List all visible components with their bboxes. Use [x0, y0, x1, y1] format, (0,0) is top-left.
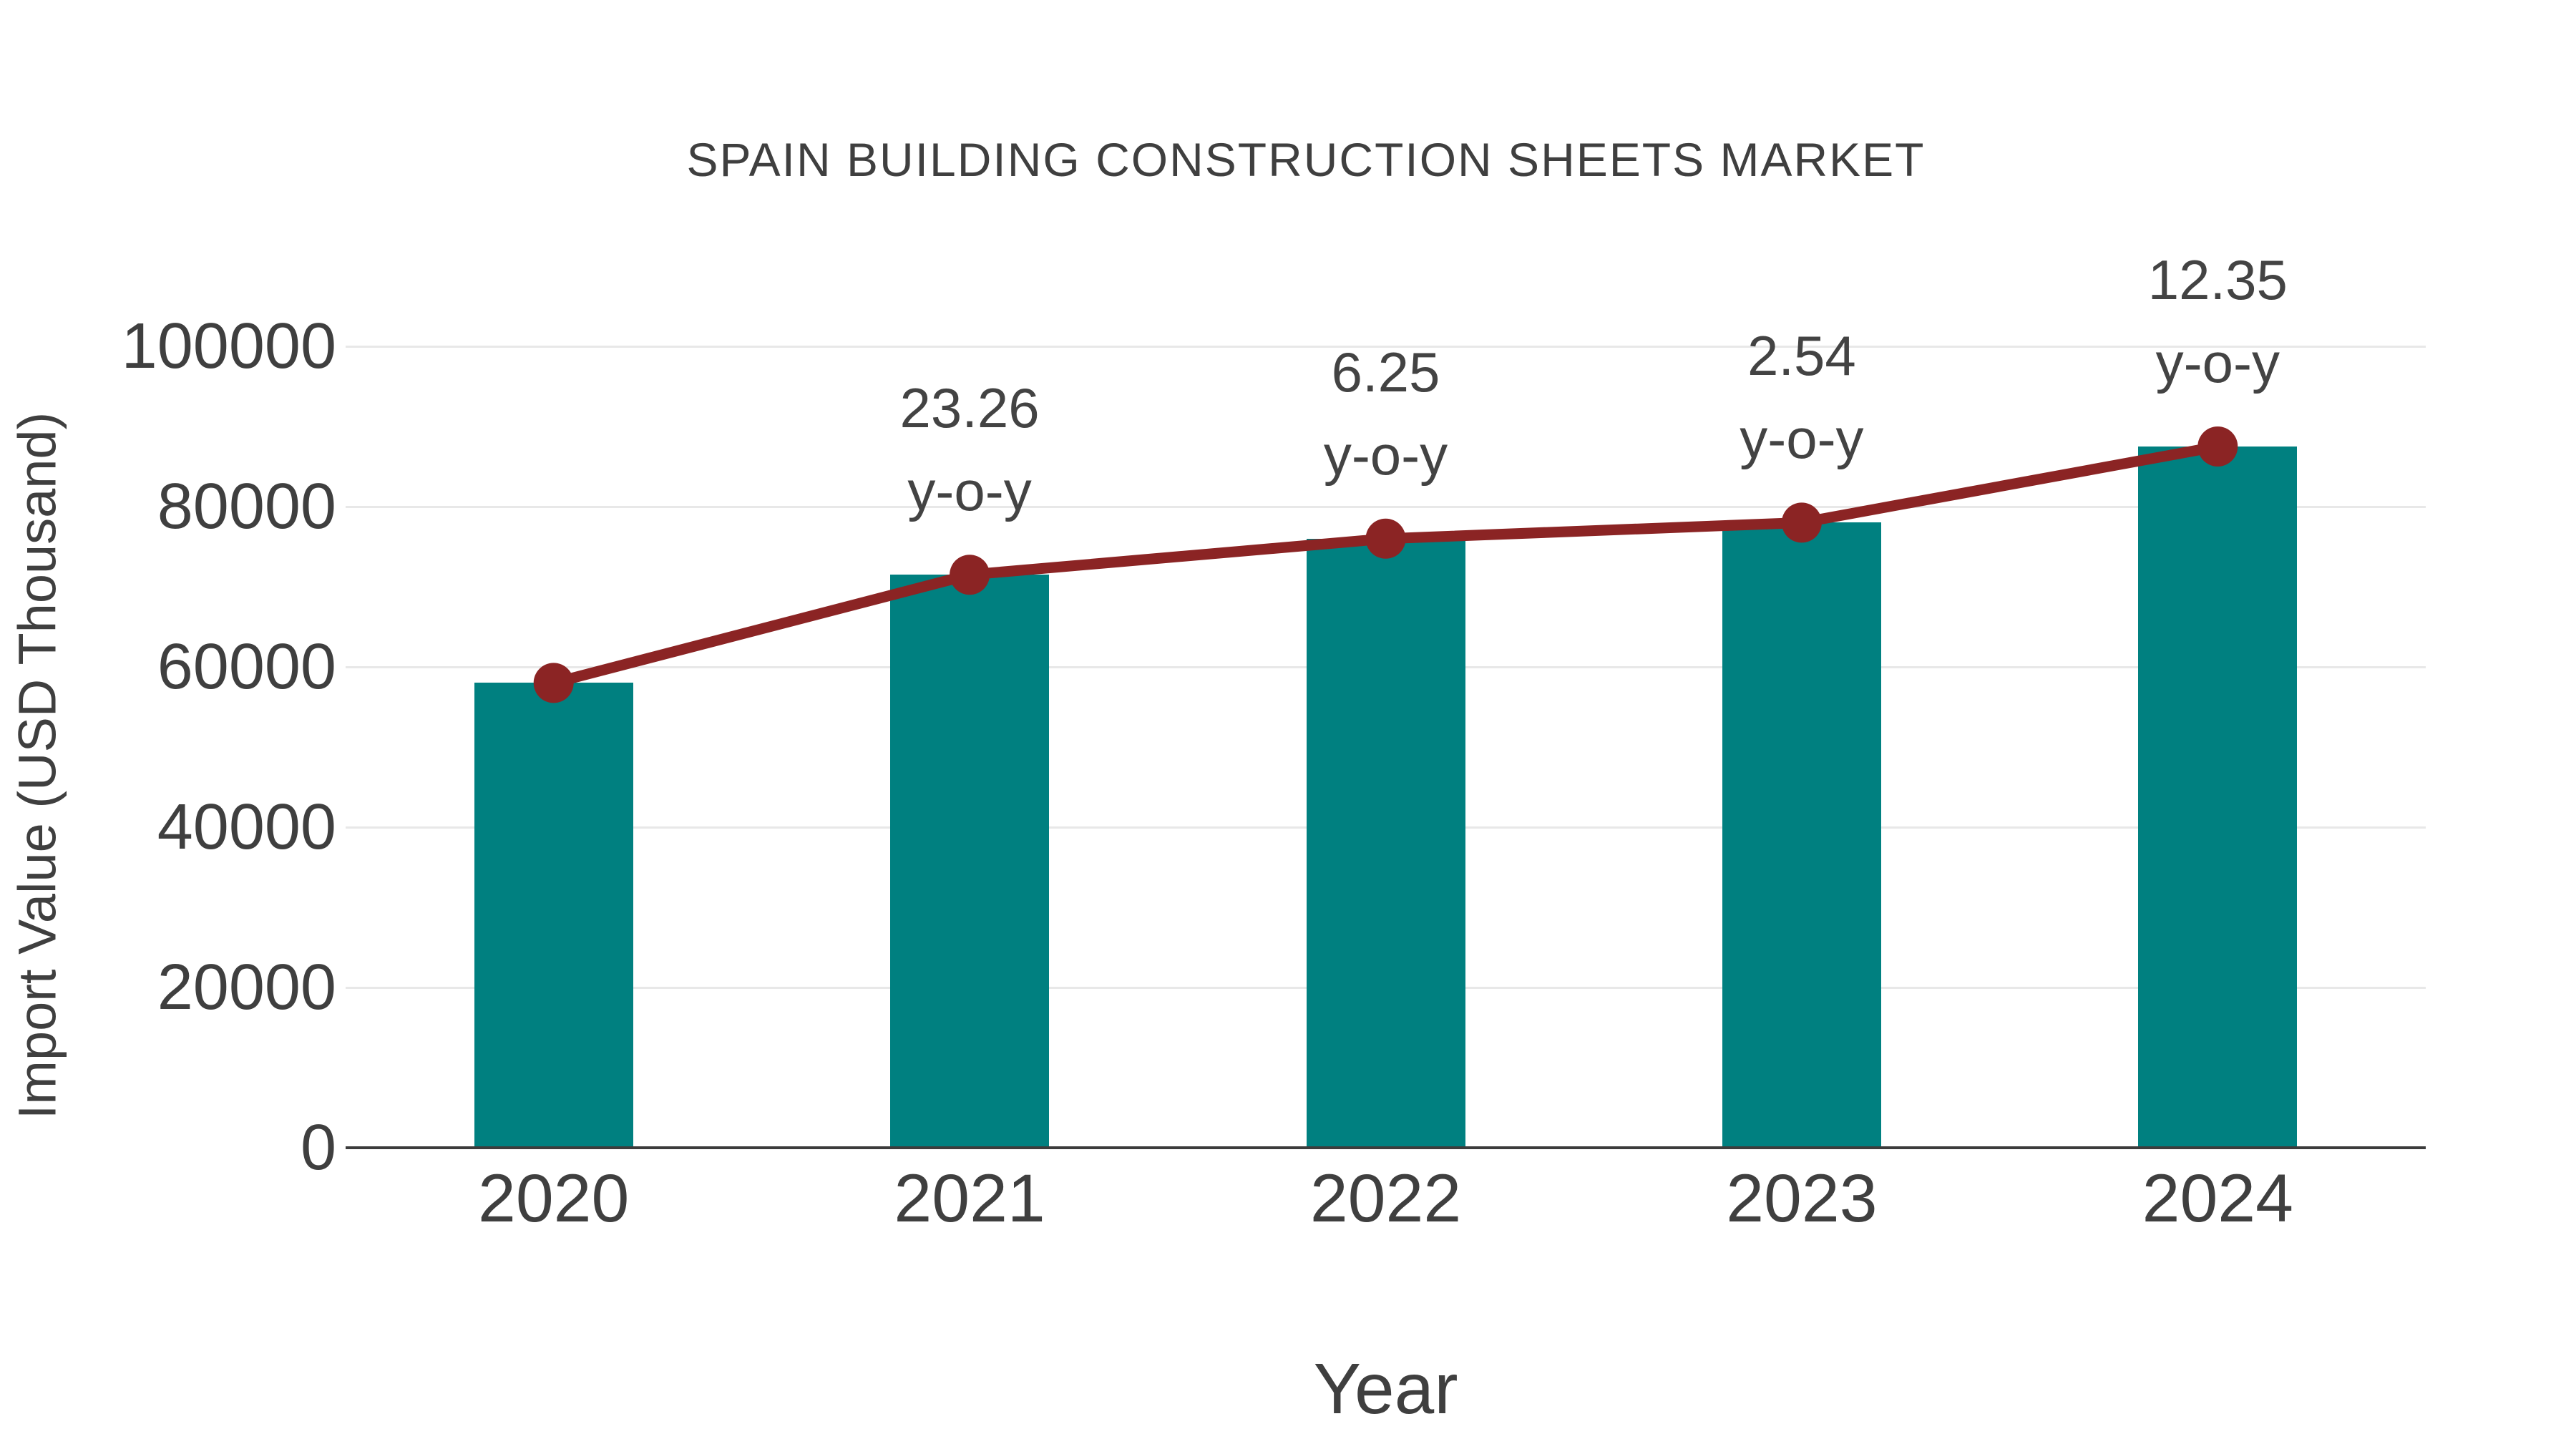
yoy-suffix: y-o-y — [1740, 407, 1864, 471]
bar-2022 — [1306, 538, 1465, 1148]
x-tick-label-2023: 2023 — [1726, 1161, 1878, 1236]
y-tick-label: 20000 — [157, 952, 336, 1023]
bar-2021 — [890, 575, 1050, 1148]
bar-2024 — [2138, 447, 2298, 1148]
y-axis-title: Import Value (USD Thousand) — [7, 411, 67, 1120]
y-tick-label: 100000 — [121, 311, 336, 382]
y-tick-label: 40000 — [157, 791, 336, 863]
x-tick-label-2021: 2021 — [894, 1161, 1045, 1236]
yoy-value: 2.54 — [1747, 324, 1856, 388]
x-tick-label-2024: 2024 — [2142, 1161, 2293, 1236]
y-gridline — [346, 345, 2426, 348]
y-tick-label: 80000 — [157, 471, 336, 542]
yoy-annotation-2022: 6.25 y-o-y — [1207, 331, 1565, 497]
yoy-annotation-2021: 23.26 y-o-y — [791, 366, 1148, 532]
yoy-suffix: y-o-y — [2155, 331, 2280, 394]
bar-2023 — [1722, 522, 1881, 1148]
yoy-value: 6.25 — [1331, 340, 1440, 404]
bar-2020 — [474, 683, 633, 1148]
y-tick-label: 0 — [300, 1112, 336, 1184]
yoy-value: 23.26 — [899, 376, 1040, 440]
x-axis-line — [346, 1146, 2426, 1149]
x-tick-label-2020: 2020 — [478, 1161, 630, 1236]
yoy-annotation-2023: 2.54 y-o-y — [1623, 314, 1981, 480]
y-gridline — [346, 505, 2426, 508]
chart-title: SPAIN BUILDING CONSTRUCTION SHEETS MARKE… — [686, 133, 1926, 186]
yoy-annotation-2024: 12.35 y-o-y — [2039, 238, 2396, 404]
yoy-suffix: y-o-y — [907, 459, 1032, 523]
yoy-value: 12.35 — [2147, 248, 2288, 311]
x-tick-label-2022: 2022 — [1309, 1161, 1462, 1236]
x-axis-title: Year — [1313, 1349, 1458, 1429]
y-tick-label: 60000 — [157, 631, 336, 703]
yoy-suffix: y-o-y — [1323, 423, 1448, 487]
